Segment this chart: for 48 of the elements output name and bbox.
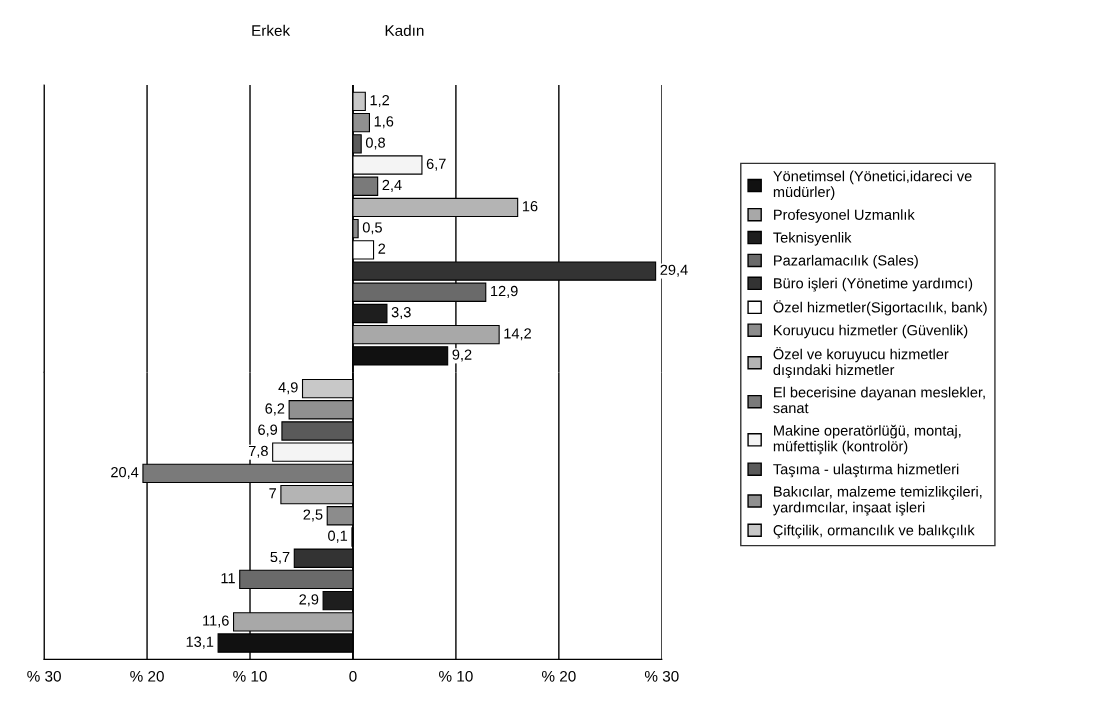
data-label: 16: [522, 201, 538, 212]
x-tick-label: % 10: [233, 670, 267, 682]
legend-label: Özel ve koruyucu hizmetler dışındaki hizmetler: [773, 347, 949, 379]
data-label: 2,5: [303, 509, 323, 522]
legend-label: Yönetimsel (Yönetici,idareci ve müdürler): [773, 170, 972, 200]
data-label: 1,6: [374, 116, 394, 129]
legend-label: Koruyucu hizmetler (Güvenlik): [774, 324, 968, 339]
data-label: 0,1: [328, 530, 348, 543]
text: Erkek: [252, 24, 291, 37]
x-tick-label: 0: [349, 670, 357, 682]
data-label: 1,2: [370, 95, 390, 108]
data-label: 29,4: [660, 264, 688, 277]
legend-label: Bakıcılar, malzeme temizlikçileri, yardımcılar, inşaat işleri: [772, 486, 982, 516]
legend-label: Büro işleri (Yönetime yardımcı): [774, 277, 973, 292]
data-label: 13,1: [186, 636, 214, 649]
data-label: 2,4: [382, 179, 402, 192]
data-label: 11,6: [203, 615, 229, 628]
data-label: 6,7: [426, 158, 446, 171]
x-tick-label: % 30: [27, 670, 61, 682]
legend-label: Teknisyenlik: [773, 232, 852, 246]
legend-label: Taşıma - ulaştırma hizmetleri: [773, 463, 959, 478]
legend-label: Çiftçilik, ormancılık ve balıkçılık: [773, 524, 975, 539]
data-label: 6,2: [265, 403, 285, 416]
legend-label: Profesyonel Uzmanlık: [774, 209, 915, 223]
data-label: 3,3: [391, 307, 411, 320]
legend-label: Pazarlamacılık (Sales): [774, 254, 918, 269]
x-tick-label: % 10: [439, 670, 473, 682]
data-label: 6,9: [258, 424, 278, 437]
data-label: 9,2: [452, 349, 472, 362]
data-label: 14,2: [504, 328, 531, 341]
data-label: 0,8: [365, 137, 385, 150]
data-label: 2: [378, 243, 386, 254]
data-label: 4,9: [278, 382, 298, 395]
data-label: 11: [221, 573, 235, 584]
data-label: 0,5: [362, 222, 382, 235]
text: Kadın: [385, 24, 424, 37]
data-label: 20,4: [111, 466, 139, 480]
legend-label: Makine operatörlüğü, montaj, müfettişlik (kontrolör): [773, 424, 961, 455]
legend-label: El becerisine dayanan meslekler, sanat: [773, 386, 985, 414]
legend-label: Özel hizmetler(Sigortacılık, bank): [773, 300, 987, 316]
data-label: 2,9: [299, 594, 319, 607]
x-tick-label: % 20: [130, 670, 164, 682]
data-label: 7: [269, 488, 276, 499]
x-tick-label: % 20: [541, 670, 576, 682]
data-label: 12,9: [491, 285, 518, 298]
data-label: 7,8: [248, 445, 268, 458]
data-label: 5,7: [270, 551, 290, 564]
x-tick-label: % 30: [644, 670, 679, 682]
